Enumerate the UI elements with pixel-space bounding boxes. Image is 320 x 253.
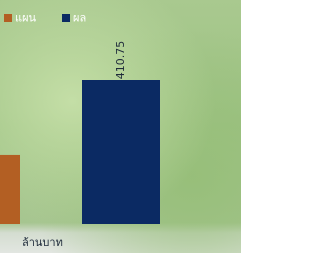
- bar: [0, 155, 20, 224]
- bar: [82, 80, 160, 224]
- chart: ล้านบาท แผน ผล 410.75: [0, 0, 241, 253]
- legend-swatch: [62, 14, 70, 22]
- unit-label: ล้านบาท: [22, 236, 63, 249]
- legend-swatch: [4, 14, 12, 22]
- chart-screenshot: ล้านบาท แผน ผล 410.75: [0, 0, 241, 253]
- legend-label: ผล: [73, 12, 86, 25]
- legend-label: แผน: [15, 12, 37, 25]
- value-label: 410.75: [114, 41, 127, 80]
